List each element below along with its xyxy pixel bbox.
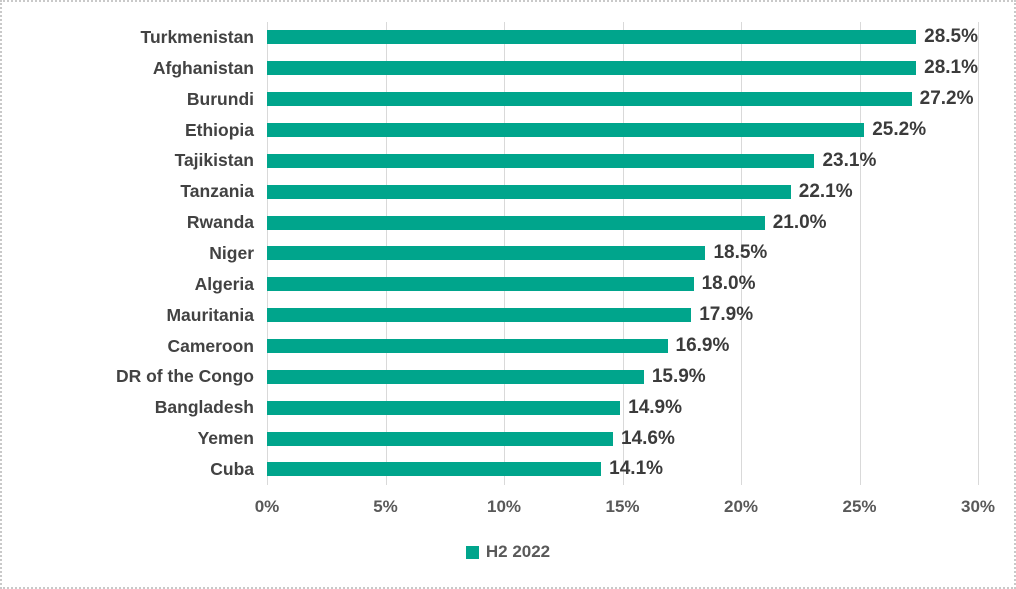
category-label: Niger — [209, 242, 254, 263]
bar — [267, 308, 692, 323]
bar — [267, 30, 917, 45]
bar-track: 17.9% — [267, 300, 978, 331]
category-label: Tajikistan — [174, 150, 254, 171]
value-label: 23.1% — [822, 149, 877, 171]
bar — [267, 123, 865, 137]
bar — [267, 153, 815, 168]
value-label: 17.9% — [699, 304, 754, 326]
bar-row: Afghanistan 28.1% — [2, 53, 1014, 84]
x-tick-label: 25% — [842, 497, 877, 516]
value-label: 14.1% — [609, 458, 664, 480]
x-tick-label: 15% — [605, 497, 640, 516]
bar — [267, 369, 644, 384]
bar-row: Burundi 27.2% — [2, 84, 1014, 115]
bar-row: Turkmenistan 28.5% — [2, 22, 1014, 53]
bar-track: 28.5% — [267, 22, 978, 53]
bar-row: Tajikistan 23.1% — [2, 145, 1014, 176]
gridline-20% — [741, 22, 742, 485]
category-label: Cuba — [210, 458, 254, 479]
value-label: 21.0% — [772, 211, 827, 233]
bar — [267, 462, 602, 477]
x-tick-label: 10% — [486, 497, 522, 516]
bar — [267, 61, 917, 76]
category-label: Algeria — [194, 273, 254, 294]
value-label: 28.5% — [924, 26, 978, 48]
bar-row: Yemen 14.6% — [2, 423, 1014, 454]
bar — [267, 215, 765, 230]
value-label: 16.9% — [675, 335, 730, 357]
legend-label: H2 2022 — [485, 542, 551, 561]
bar-row: Mauritania 17.9% — [2, 300, 1014, 331]
x-tick-label: 0% — [254, 497, 280, 516]
value-label: 15.9% — [651, 365, 706, 387]
legend: H2 2022 — [2, 542, 1014, 562]
bar-row: Bangladesh 14.9% — [2, 392, 1014, 423]
bar-row: Niger 18.5% — [2, 238, 1014, 269]
bar-row: Cameroon 16.9% — [2, 331, 1014, 362]
bar-track: 14.6% — [267, 423, 978, 454]
x-tick-label: 20% — [723, 497, 759, 516]
bar-track: 21.0% — [267, 207, 978, 238]
category-label: Cameroon — [167, 335, 254, 356]
bar-track: 16.9% — [267, 331, 978, 362]
bar-row: DR of the Congo 15.9% — [2, 361, 1014, 392]
bar — [267, 184, 791, 199]
bar — [267, 431, 614, 446]
category-label: Mauritania — [166, 304, 254, 325]
value-label: 18.0% — [701, 273, 756, 295]
x-axis: 0% 5% 10% 15% 20% 25% 30% — [2, 497, 1014, 523]
category-label: Afghanistan — [152, 57, 254, 78]
x-tick-label: 5% — [373, 497, 398, 516]
bar-track: 28.1% — [267, 53, 978, 84]
bar-track: 18.0% — [267, 269, 978, 300]
gridline-25% — [859, 22, 861, 485]
bar — [267, 92, 912, 107]
bar — [267, 339, 668, 354]
category-label: DR of the Congo — [115, 366, 254, 387]
bar-track: 22.1% — [267, 176, 978, 207]
value-label: 25.2% — [872, 119, 927, 140]
bar — [267, 277, 694, 292]
bar-track: 18.5% — [267, 238, 978, 269]
value-label: 22.1% — [798, 180, 853, 202]
bar-track: 23.1% — [267, 145, 978, 176]
bar-track: 15.9% — [267, 361, 978, 392]
bar-row: Algeria 18.0% — [2, 269, 1014, 300]
value-label: 14.9% — [628, 396, 682, 418]
category-label: Ethiopia — [184, 119, 254, 140]
category-label: Rwanda — [186, 212, 254, 233]
category-label: Bangladesh — [154, 397, 254, 418]
bar-row: Cuba 14.1% — [2, 454, 1014, 485]
bar-track: 14.9% — [267, 392, 978, 423]
category-label: Turkmenistan — [140, 26, 254, 47]
category-label: Burundi — [186, 88, 254, 109]
value-label: 14.6% — [621, 427, 675, 449]
gridline-30% — [978, 22, 979, 485]
value-label: 28.1% — [924, 57, 978, 79]
bar-row: Tanzania 22.1% — [2, 176, 1014, 207]
bar — [267, 246, 706, 261]
bar-track: 14.1% — [267, 454, 978, 485]
category-label: Tanzania — [180, 181, 254, 202]
legend-swatch-h2-2022 — [465, 545, 479, 559]
bar-row: Rwanda 21.0% — [2, 207, 1014, 238]
bar-rows: Turkmenistan 28.5% Afghanistan 28.1% Burundi… — [2, 22, 1014, 485]
bar-track: 25.2% — [267, 115, 978, 146]
bar-row: Ethiopia 25.2% — [2, 115, 1014, 146]
category-label: Yemen — [197, 428, 254, 449]
x-tick-label: 30% — [960, 497, 996, 516]
bar — [267, 400, 621, 415]
value-label: 18.5% — [713, 242, 768, 264]
bar-track: 27.2% — [267, 84, 978, 115]
value-label: 27.2% — [919, 88, 974, 110]
